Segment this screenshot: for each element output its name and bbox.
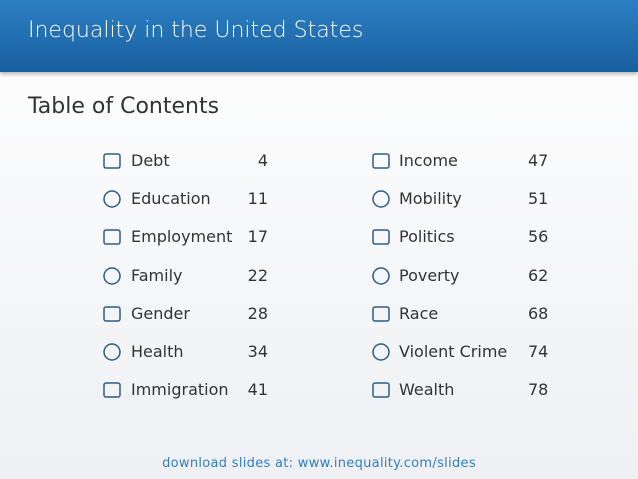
- icon-shape: [103, 229, 121, 246]
- entry-icon: [103, 190, 121, 208]
- entry-page: 22: [247, 265, 268, 285]
- entry-page: 41: [247, 380, 268, 400]
- entry-icon: [103, 343, 121, 361]
- entry-page: 78: [528, 380, 549, 400]
- footer-link: download slides at: www.inequality.com/s…: [162, 456, 476, 471]
- entry-page: 34: [247, 342, 268, 361]
- entry-label: Poverty: [399, 265, 460, 285]
- icon-shape: [103, 343, 121, 361]
- icon-shape: [103, 190, 121, 208]
- entry-page: 56: [528, 227, 549, 247]
- entry-icon: [103, 382, 121, 398]
- icon-shape: [103, 382, 121, 398]
- entry-label: Health: [131, 342, 184, 361]
- entry-icon: [372, 190, 390, 208]
- entry-page: 17: [247, 227, 268, 247]
- subtitle: Table of Contents: [28, 94, 220, 119]
- entry-icon: [103, 153, 121, 169]
- icon-shape: [372, 266, 390, 285]
- entry-page: 68: [528, 303, 549, 323]
- entry-label: Mobility: [399, 189, 462, 209]
- entry-page: 47: [528, 151, 549, 170]
- entry-page: 74: [528, 342, 549, 361]
- entry-page: 11: [247, 189, 268, 209]
- entry-label: Education: [131, 189, 211, 209]
- entry-icon: [372, 153, 390, 169]
- entry-label: Income: [399, 151, 458, 170]
- icon-shape: [103, 306, 121, 322]
- entry-icon: [103, 229, 121, 246]
- entry-label: Wealth: [399, 380, 455, 400]
- entry-label: Race: [399, 303, 439, 323]
- header-title: Inequality in the United States: [28, 18, 364, 43]
- icon-shape: [103, 153, 121, 169]
- entry-icon: [372, 229, 390, 246]
- icon-shape: [103, 266, 121, 285]
- entry-icon: [372, 382, 390, 398]
- entry-label: Gender: [131, 303, 190, 323]
- entry-label: Violent Crime: [399, 342, 508, 361]
- entry-icon: [372, 266, 390, 285]
- entry-label: Family: [131, 265, 183, 285]
- entry-label: Politics: [399, 227, 455, 247]
- entry-page: 4: [257, 151, 268, 170]
- icon-shape: [372, 306, 390, 322]
- icon-shape: [372, 343, 390, 361]
- entry-icon: [103, 266, 121, 285]
- entry-icon: [372, 343, 390, 361]
- entry-page: 51: [528, 189, 549, 209]
- icon-shape: [372, 229, 390, 246]
- entry-page: 28: [247, 303, 268, 323]
- entry-page: 62: [528, 265, 549, 285]
- icon-shape: [372, 153, 390, 169]
- entry-label: Debt: [131, 151, 170, 170]
- entry-icon: [372, 306, 390, 322]
- entry-label: Employment: [131, 227, 233, 247]
- icon-shape: [372, 382, 390, 398]
- entry-label: Immigration: [131, 380, 229, 400]
- icon-shape: [372, 190, 390, 208]
- header-bar: Inequality in the United States: [0, 0, 638, 72]
- entry-icon: [103, 306, 121, 322]
